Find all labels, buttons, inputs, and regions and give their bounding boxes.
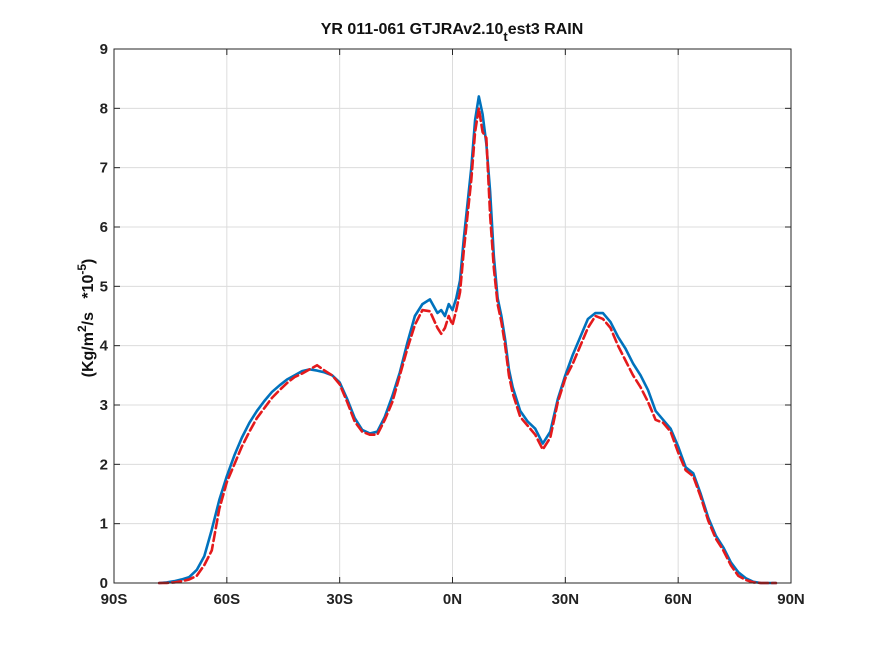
- y-tick-label: 2: [100, 456, 108, 473]
- x-axis-ticks: 90S 60S 30S 0N 30N 60N 90N: [101, 49, 805, 608]
- y-axis-label-sup2: -5: [75, 264, 89, 275]
- y-axis-label-post: ): [80, 259, 97, 264]
- chart-title: YR 011-061 GTJRAv2.10test3 RAIN: [321, 21, 584, 44]
- x-tick-label: 60S: [213, 591, 240, 608]
- y-axis-label-mid: /s *10: [80, 275, 97, 326]
- x-tick-label: 30S: [326, 591, 353, 608]
- y-tick-label: 5: [100, 278, 108, 295]
- chart-title-tail: est3 RAIN: [508, 21, 584, 38]
- y-tick-label: 4: [100, 338, 109, 355]
- x-tick-label: 60N: [664, 591, 692, 608]
- y-tick-label: 3: [100, 397, 108, 414]
- x-tick-label: 90N: [777, 591, 805, 608]
- x-tick-label: 30N: [552, 591, 580, 608]
- y-axis-ticks: 0 1 2 3 4 5 6 7 8 9: [100, 41, 791, 592]
- y-tick-label: 0: [100, 575, 108, 592]
- y-tick-label: 1: [100, 516, 108, 533]
- y-tick-label: 8: [100, 100, 108, 117]
- series-line-2: [157, 107, 778, 585]
- x-tick-label: 90S: [101, 591, 128, 608]
- y-tick-label: 6: [100, 219, 108, 236]
- chart-title-main: YR 011-061 GTJRAv2.10: [321, 21, 504, 38]
- y-axis-label: (Kg/m2/s *10-5): [75, 259, 97, 378]
- y-axis-label-sup1: 2: [75, 325, 89, 332]
- chart-title-subscript: t: [503, 29, 508, 44]
- y-tick-label: 9: [100, 41, 108, 58]
- x-tick-label: 0N: [443, 591, 462, 608]
- y-tick-label: 7: [100, 160, 108, 177]
- series-layer: [157, 95, 778, 585]
- y-axis-label-pre: (Kg/m: [80, 332, 97, 377]
